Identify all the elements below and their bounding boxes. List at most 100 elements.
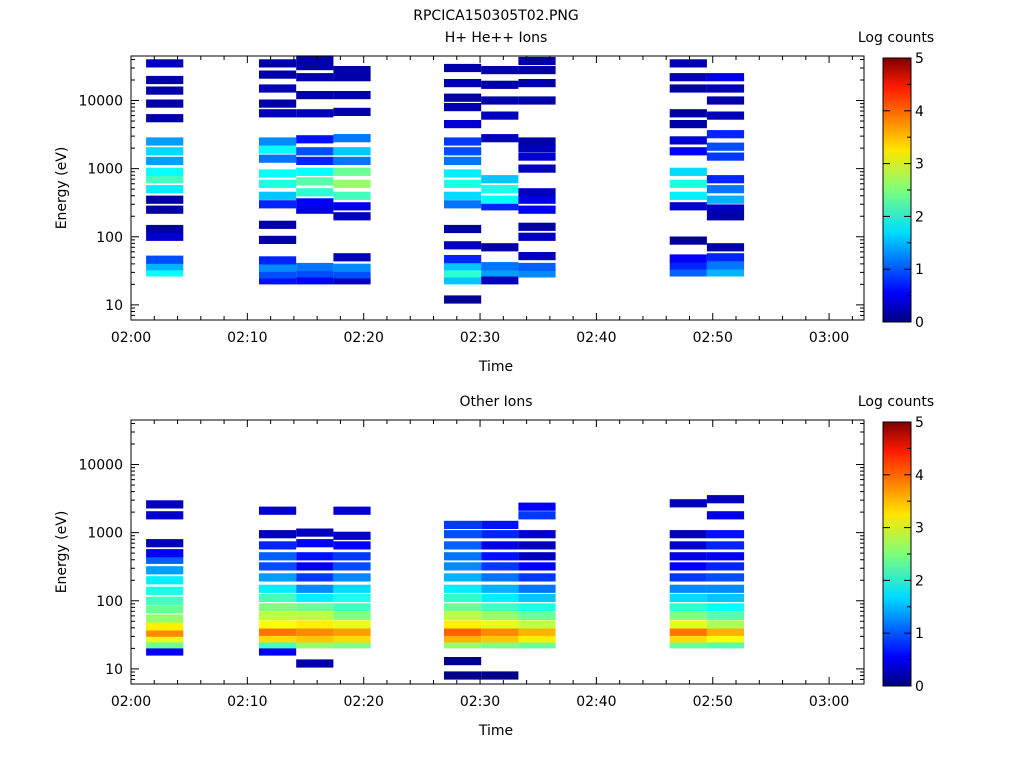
heatmap-cell: [259, 573, 297, 582]
x-axis-title: Time: [478, 723, 513, 739]
y-tick-label: 10000: [78, 94, 123, 110]
heatmap-cell: [481, 541, 519, 550]
heatmap-cell: [518, 262, 556, 272]
x-tick-label: 02:20: [344, 694, 384, 710]
heatmap-cell: [259, 145, 297, 154]
heatmap-cell: [146, 511, 184, 520]
plot-frame: [130, 419, 865, 685]
heatmap-cell: [259, 627, 297, 636]
heatmap-cell: [481, 202, 519, 211]
heatmap-cell: [481, 573, 519, 582]
heatmap-cell: [146, 175, 184, 184]
heatmap-cell: [333, 634, 371, 643]
heatmap-cell: [333, 147, 371, 156]
heatmap-cell: [706, 73, 745, 82]
heatmap-cell: [444, 541, 482, 550]
heatmap-cell: [296, 109, 334, 118]
heatmap-cell: [333, 263, 371, 272]
heatmap-cell: [146, 262, 184, 271]
heatmap-cell: [146, 195, 184, 204]
y-tick-label: 10000: [78, 458, 123, 474]
x-tick-label: 02:30: [460, 694, 500, 710]
heatmap-cell: [146, 647, 184, 656]
heatmap-cell: [669, 268, 707, 277]
heatmap-cell: [296, 634, 334, 643]
heatmap-cell: [706, 495, 745, 504]
y-tick-label: 10: [105, 298, 123, 314]
heatmap-cell: [669, 254, 707, 263]
heatmap-cell: [146, 539, 184, 548]
heatmap-cell: [518, 584, 556, 593]
heatmap-cell: [296, 198, 334, 207]
panel-other-ions: Other Ions 02:00 02:10 02:20 02:30 02:40 02:5…: [54, 394, 934, 739]
heatmap-cell: [333, 179, 371, 188]
heatmap-cell: [706, 603, 745, 612]
heatmap-cell: [669, 261, 707, 270]
heatmap-cell: [146, 586, 184, 595]
heatmap-cell: [259, 506, 297, 515]
colorbar-tick-label: 0: [915, 679, 924, 695]
heatmap-cell: [296, 603, 334, 612]
heatmap-cell: [146, 75, 184, 85]
axis-ticks: 02:00 02:10 02:20 02:30 02:40 02:50 03:00 10 100…: [78, 56, 864, 346]
heatmap-cell: [481, 520, 519, 529]
heatmap-cell: [444, 93, 482, 102]
heatmap-cell: [259, 620, 297, 629]
heatmap-cell: [444, 224, 482, 234]
heatmap-cell: [481, 562, 519, 571]
heatmap-cell: [146, 596, 184, 605]
heatmap-cell: [669, 167, 707, 176]
heatmap-cell: [481, 111, 519, 120]
heatmap-cell: [518, 573, 556, 582]
heatmap-cell: [444, 520, 482, 529]
heatmap-cell: [481, 627, 519, 636]
heatmap-cell: [333, 620, 371, 629]
heatmap-cell: [481, 276, 519, 285]
heatmap-cell: [296, 62, 334, 71]
heatmap-cell: [706, 620, 745, 629]
heatmap-cell: [259, 593, 297, 603]
heatmap-cell: [518, 593, 556, 603]
heatmap-cell: [146, 566, 184, 575]
heatmap-cell: [296, 73, 334, 82]
heatmap-cell: [669, 179, 707, 188]
heatmap-cell: [146, 255, 184, 264]
x-tick-label: 02:00: [111, 694, 151, 710]
heatmap-cell: [706, 253, 745, 262]
heatmap-cell: [444, 120, 482, 129]
heatmap-cell: [444, 269, 482, 278]
heatmap-cell: [444, 657, 482, 666]
heatmap-cell: [669, 573, 707, 582]
y-tick-label: 1000: [87, 162, 123, 178]
heatmap-cell: [333, 627, 371, 636]
x-tick-label: 03:00: [809, 694, 849, 710]
heatmap-cell: [259, 270, 297, 279]
heatmap-cell: [481, 671, 519, 680]
heatmap-cell: [296, 269, 334, 278]
heatmap-cell: [146, 205, 184, 214]
heatmap-cell: [333, 593, 371, 603]
heatmap-cell: [444, 156, 482, 165]
heatmap-cell: [296, 539, 334, 548]
heatmap-cell: [706, 541, 745, 550]
heatmap-cell: [259, 84, 297, 93]
heatmap-cell: [259, 59, 297, 68]
heatmap-cell: [333, 212, 371, 221]
heatmap-cell: [333, 573, 371, 582]
heatmap-cell: [296, 276, 334, 285]
panel-title: Other Ions: [459, 394, 532, 410]
heatmap-cell: [706, 84, 745, 93]
heatmap-cell: [259, 530, 297, 539]
heatmap-cell: [669, 530, 707, 539]
heatmap-cell: [706, 243, 745, 252]
x-tick-label: 03:00: [809, 330, 849, 346]
heatmap-cell: [706, 573, 745, 582]
heatmap-cell: [518, 66, 556, 75]
heatmap-cell: [444, 620, 482, 629]
colorbar-tick-label: 1: [915, 626, 924, 642]
heatmap-cell: [259, 611, 297, 620]
heatmap-cell: [518, 511, 556, 520]
heatmap-cell: [669, 120, 707, 129]
heatmap-cell: [706, 130, 745, 139]
heatmap-cell: [259, 99, 297, 108]
